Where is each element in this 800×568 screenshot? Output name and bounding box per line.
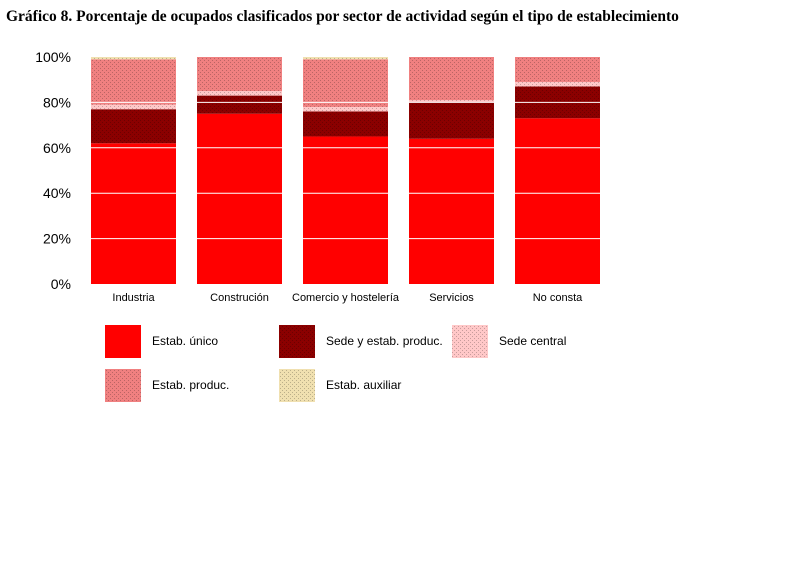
bar-segment	[409, 138, 494, 284]
bar-segment	[515, 118, 600, 284]
bar-segment	[515, 81, 600, 87]
bar-segment	[409, 57, 494, 101]
bar-segment	[91, 59, 176, 105]
bars-layer	[91, 57, 600, 284]
legend-swatch	[452, 325, 488, 358]
x-tick-label: Comercio y hostelería	[292, 292, 400, 304]
legend-label: Estab. único	[152, 334, 218, 348]
bar-segment	[197, 95, 282, 114]
bar-segment	[409, 100, 494, 103]
bar-segment	[197, 113, 282, 284]
bar-segment	[91, 104, 176, 110]
legend-swatch	[279, 369, 315, 402]
legend-swatch	[105, 325, 141, 358]
y-tick-label: 80%	[43, 94, 71, 110]
legend-swatch	[105, 369, 141, 402]
y-tick-label: 100%	[35, 49, 71, 65]
grid-layer	[91, 101, 600, 240]
bar-segment	[91, 143, 176, 284]
bar-segment	[197, 57, 282, 92]
chart-title: Gráfico 8. Porcentaje de ocupados clasif…	[6, 8, 679, 25]
bar-segment	[409, 102, 494, 139]
bar-segment	[303, 59, 388, 107]
x-axis: Industria Construción Comercio y hostelerí…	[112, 292, 583, 304]
y-axis: 0% 20% 40% 60% 80% 100%	[35, 49, 71, 292]
bar-segment	[303, 136, 388, 284]
bar-segment	[303, 111, 388, 137]
y-tick-label: 20%	[43, 231, 71, 247]
bar-segment	[303, 57, 388, 60]
legend-label: Estab. auxiliar	[326, 378, 401, 392]
y-tick-label: 60%	[43, 140, 71, 156]
x-tick-label: No consta	[533, 292, 583, 304]
bar-segment	[91, 57, 176, 60]
bar-segment	[515, 57, 600, 82]
y-tick-label: 0%	[51, 276, 71, 292]
y-tick-label: 40%	[43, 185, 71, 201]
x-tick-label: Construción	[210, 292, 269, 304]
legend-label: Sede central	[499, 334, 566, 348]
legend: Estab. único Sede y estab. produc. Sede ce…	[105, 325, 566, 402]
legend-label: Sede y estab. produc.	[326, 334, 443, 348]
x-tick-label: Servicios	[429, 292, 474, 304]
x-tick-label: Industria	[112, 292, 155, 304]
legend-label: Estab. produc.	[152, 378, 229, 392]
bar-segment	[197, 91, 282, 96]
bar-segment	[91, 109, 176, 144]
legend-swatch	[279, 325, 315, 358]
bar-segment	[303, 106, 388, 112]
